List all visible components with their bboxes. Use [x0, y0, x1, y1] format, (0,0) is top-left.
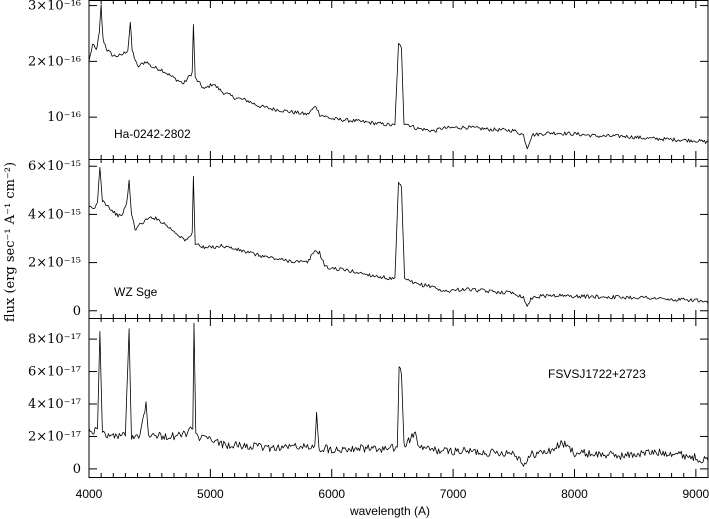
x-tick-label-5: 9000	[683, 487, 709, 501]
y-tick-label-2-1: 2×10⁻¹⁵	[28, 256, 81, 271]
y-tick-label-2-2: 4×10⁻¹⁵	[28, 207, 81, 222]
y-tick-label-2-0: 0	[73, 304, 81, 319]
x-tick-label-2: 6000	[318, 487, 345, 501]
y-tick-label-3-3: 6×10⁻¹⁷	[28, 365, 81, 380]
panel-label-wz-sge: WZ Sge	[114, 285, 158, 299]
y-tick-label-3-0: 0	[73, 462, 81, 477]
x-axis-label: wavelength (A)	[349, 504, 430, 518]
x-tick-label-4: 8000	[561, 487, 588, 501]
spectrum-line-2	[88, 167, 709, 307]
spectra-lines	[88, 4, 709, 467]
axis-ticks	[88, 0, 709, 477]
panel-frames	[88, 0, 709, 478]
axis-tick-labels: 10⁻¹⁶ 2×10⁻¹⁶ 3×10⁻¹⁶ 0 2×10⁻¹⁵ 4×10⁻¹⁵ 6×10⁻¹…	[28, 0, 709, 501]
y-tick-label-1-2: 3×10⁻¹⁶	[28, 0, 81, 14]
y-tick-label-3-1: 2×10⁻¹⁷	[28, 429, 81, 444]
x-tick-label-0: 4000	[76, 487, 103, 501]
panel-label-fsvsj1722: FSVSJ1722+2723	[548, 367, 646, 381]
y-tick-label-3-4: 8×10⁻¹⁷	[28, 332, 81, 347]
y-tick-label-1-1: 2×10⁻¹⁶	[28, 54, 81, 69]
y-axis-label: flux (erg sec⁻¹ A⁻¹ cm⁻²)	[3, 162, 18, 322]
spectrum-line-1	[88, 4, 709, 150]
x-tick-label-1: 5000	[197, 487, 224, 501]
y-tick-label-1-0: 10⁻¹⁶	[47, 110, 81, 125]
panel-label-ha-0242-2802: Ha-0242-2802	[114, 127, 191, 141]
y-tick-label-2-3: 6×10⁻¹⁵	[28, 159, 81, 174]
spectrum-line-3	[88, 322, 709, 467]
panel-frame-3	[88, 318, 709, 478]
x-tick-label-3: 7000	[440, 487, 467, 501]
y-tick-label-3-2: 4×10⁻¹⁷	[28, 397, 81, 412]
